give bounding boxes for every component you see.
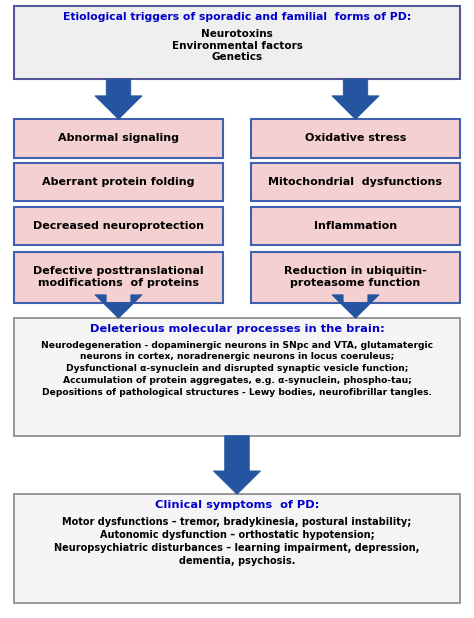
Text: Aberrant protein folding: Aberrant protein folding <box>42 177 195 187</box>
Text: Reduction in ubiquitin-
proteasome function: Reduction in ubiquitin- proteasome funct… <box>284 266 427 288</box>
Text: Deleterious molecular processes in the brain:: Deleterious molecular processes in the b… <box>90 324 384 334</box>
Text: Neurodegeneration - dopaminergic neurons in SNpc and VTA, glutamatergic
neurons : Neurodegeneration - dopaminergic neurons… <box>41 341 433 397</box>
Text: Oxidative stress: Oxidative stress <box>305 133 406 143</box>
FancyBboxPatch shape <box>14 318 460 436</box>
Text: Clinical symptoms  of PD:: Clinical symptoms of PD: <box>155 500 319 510</box>
Polygon shape <box>95 79 142 119</box>
FancyBboxPatch shape <box>14 119 223 158</box>
Text: Abnormal signaling: Abnormal signaling <box>58 133 179 143</box>
Text: Defective posttranslational
modifications  of proteins: Defective posttranslational modification… <box>33 266 204 288</box>
FancyBboxPatch shape <box>14 494 460 603</box>
FancyBboxPatch shape <box>251 119 460 158</box>
FancyBboxPatch shape <box>251 252 460 303</box>
FancyBboxPatch shape <box>251 163 460 201</box>
Polygon shape <box>95 295 142 318</box>
Text: Etiological triggers of sporadic and familial  forms of PD:: Etiological triggers of sporadic and fam… <box>63 12 411 22</box>
Text: Decreased neuroprotection: Decreased neuroprotection <box>33 221 204 231</box>
Polygon shape <box>213 436 261 494</box>
Text: Neurotoxins
Environmental factors
Genetics: Neurotoxins Environmental factors Geneti… <box>172 29 302 62</box>
FancyBboxPatch shape <box>14 252 223 303</box>
Polygon shape <box>332 79 379 119</box>
FancyBboxPatch shape <box>14 163 223 201</box>
Text: Inflammation: Inflammation <box>314 221 397 231</box>
FancyBboxPatch shape <box>251 207 460 245</box>
Text: Motor dysfunctions – tremor, bradykinesia, postural instability;
Autonomic dysfu: Motor dysfunctions – tremor, bradykinesi… <box>55 517 419 566</box>
Polygon shape <box>332 295 379 318</box>
Text: Mitochondrial  dysfunctions: Mitochondrial dysfunctions <box>268 177 443 187</box>
FancyBboxPatch shape <box>14 6 460 79</box>
FancyBboxPatch shape <box>14 207 223 245</box>
